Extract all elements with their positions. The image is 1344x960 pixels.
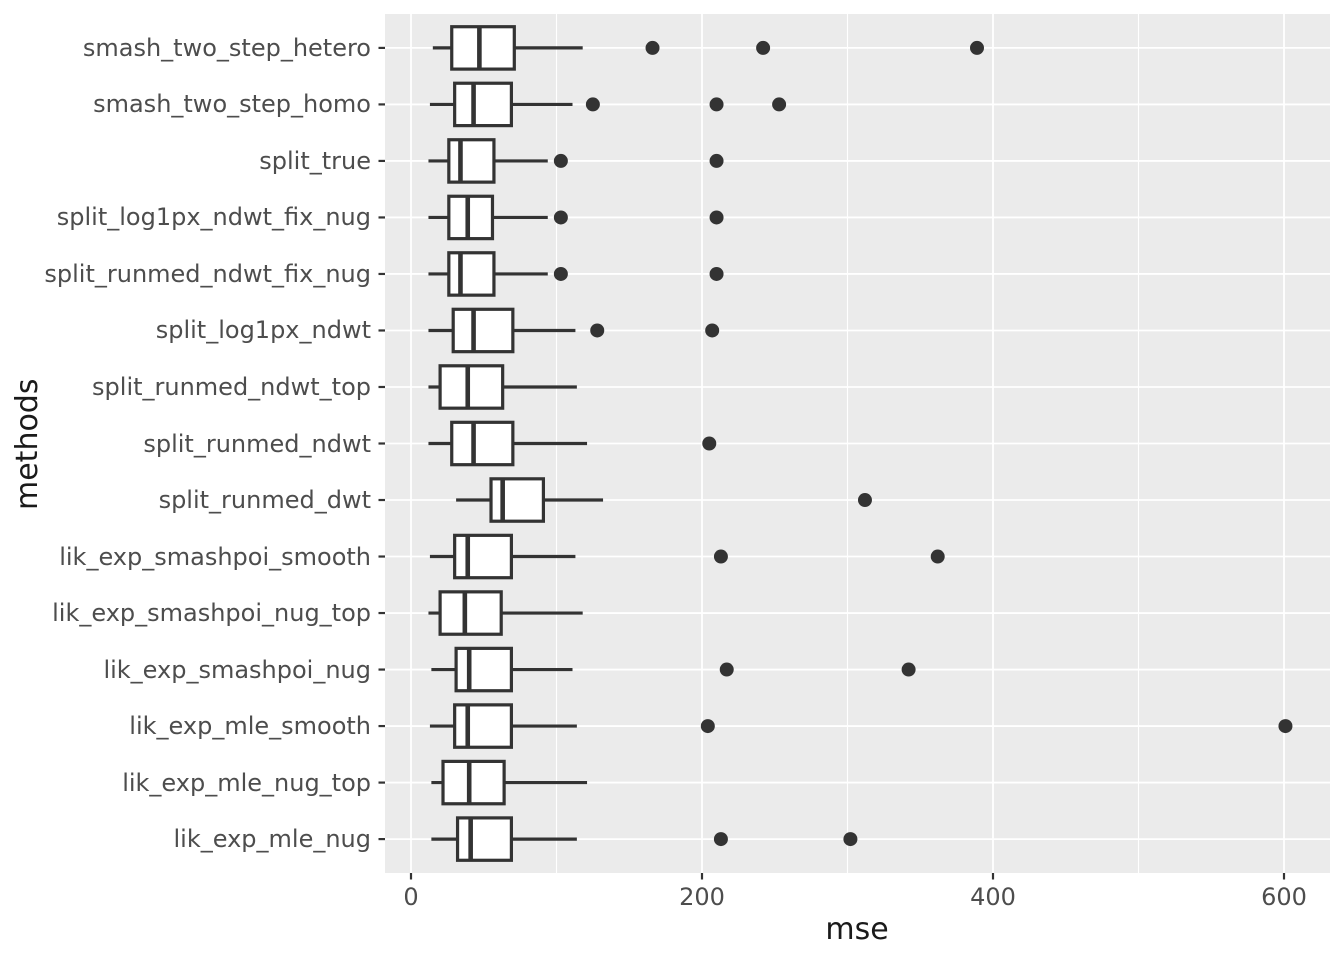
outlier-point [969, 40, 984, 55]
outlier-point [709, 153, 724, 168]
outlier-point [719, 662, 734, 677]
y-tick-label: smash_two_step_homo [93, 90, 371, 119]
y-tick-label: lik_exp_mle_smooth [129, 712, 371, 741]
y-tick-label: split_true [259, 146, 371, 175]
y-tick-label: lik_exp_mle_nug_top [122, 768, 371, 797]
y-tick-label: split_runmed_ndwt_top [92, 372, 371, 401]
x-tick-label: 200 [679, 883, 725, 911]
y-tick-label: split_runmed_ndwt [143, 429, 371, 458]
box-rect [451, 307, 515, 354]
outlier-point [713, 549, 728, 564]
y-tick-label: split_runmed_ndwt_fix_nug [44, 259, 371, 288]
outlier-point [843, 832, 858, 847]
x-axis-title: mse [825, 912, 889, 947]
outlier-point [553, 153, 568, 168]
box-rect [455, 816, 513, 862]
box-rect [438, 590, 503, 636]
outlier-point [590, 323, 605, 338]
x-tick-label: 0 [403, 883, 419, 911]
box-rect [489, 477, 546, 523]
box-rect [453, 81, 513, 128]
y-tick-label: split_log1px_ndwt_fix_nug [56, 203, 371, 232]
x-tick-label: 400 [970, 883, 1016, 911]
box-rect [453, 533, 513, 580]
box-rect [454, 646, 513, 693]
box-rect [447, 138, 496, 184]
y-tick-label: split_log1px_ndwt [155, 316, 371, 345]
y-tick-label: lik_exp_mle_nug [173, 825, 371, 854]
box-rect [450, 25, 516, 71]
x-tick-label: 600 [1261, 883, 1307, 911]
outlier-point [713, 832, 728, 847]
y-tick-label: lik_exp_smashpoi_nug_top [52, 599, 371, 628]
outlier-point [585, 97, 600, 112]
outlier-point [709, 210, 724, 225]
outlier-point [709, 266, 724, 281]
outlier-point [1278, 719, 1293, 734]
outlier-point [772, 97, 787, 112]
box-rect [441, 759, 506, 806]
outlier-point [857, 493, 872, 508]
outlier-point [705, 323, 720, 338]
outlier-point [756, 40, 771, 55]
y-tick-label: lik_exp_smashpoi_smooth [59, 542, 371, 571]
y-tick-label: smash_two_step_hetero [82, 33, 371, 62]
outlier-point [700, 719, 715, 734]
outlier-point [702, 436, 717, 451]
box-rect [447, 194, 495, 241]
outlier-point [553, 266, 568, 281]
box-rect [447, 251, 496, 297]
y-tick-label: split_runmed_dwt [158, 486, 371, 514]
outlier-point [553, 210, 568, 225]
box-rect [453, 703, 513, 749]
box-rect [438, 364, 505, 410]
box-rect [450, 420, 515, 467]
outlier-point [901, 662, 916, 677]
outlier-point [645, 40, 660, 55]
y-tick-label: lik_exp_smashpoi_nug [103, 655, 371, 684]
y-axis-title: methods [10, 378, 45, 510]
outlier-point [709, 97, 724, 112]
outlier-point [930, 549, 945, 564]
